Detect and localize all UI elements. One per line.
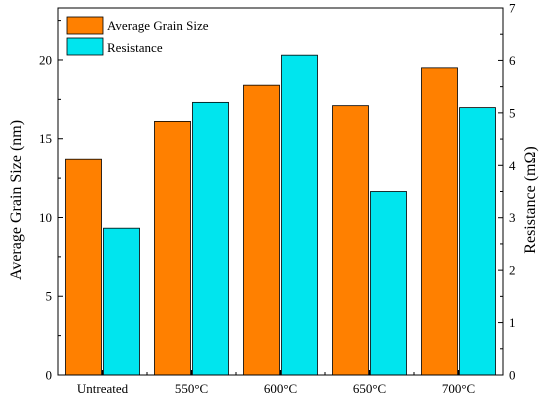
legend-label-resistance: Resistance	[107, 40, 163, 55]
bar-resistance-4	[459, 107, 496, 376]
left-tick-label-2: 10	[39, 210, 52, 225]
x-tick-label-1: 550°C	[175, 381, 208, 396]
left-axis-title: Average Grain Size (nm)	[8, 120, 25, 280]
x-tick-label-0: Untreated	[77, 381, 129, 396]
right-axis-title: Resistance (mΩ)	[522, 146, 539, 253]
left-tick-label-4: 20	[39, 52, 52, 67]
bar-grain-size-1	[154, 121, 191, 376]
left-tick-label-0: 0	[46, 368, 53, 383]
bar-grain-size-3	[332, 105, 369, 376]
legend-label-average-grain-size: Average Grain Size	[107, 18, 209, 33]
right-ticks-group: 0 1 2 3 4 5 6 7	[498, 1, 516, 383]
right-tick-label-6: 6	[509, 53, 516, 68]
left-ticks-group: 0 5 10 15 20	[39, 20, 63, 383]
bar-grain-size-2	[243, 84, 280, 376]
right-tick-label-7: 7	[509, 1, 516, 16]
x-tick-label-4: 700°C	[442, 381, 475, 396]
x-tick-label-2: 600°C	[264, 381, 297, 396]
bar-resistance-3	[370, 191, 407, 376]
bar-resistance-2	[281, 54, 318, 376]
right-tick-label-3: 3	[509, 210, 516, 225]
bar-resistance-1	[192, 101, 229, 376]
bar-grain-size-0	[65, 158, 102, 376]
right-tick-label-2: 2	[509, 263, 516, 278]
left-tick-label-3: 15	[39, 131, 52, 146]
left-tick-label-1: 5	[46, 289, 53, 304]
legend: Average Grain Size Resistance	[66, 16, 209, 56]
right-tick-label-5: 5	[509, 105, 516, 120]
bars-group	[65, 54, 496, 376]
bar-grain-size-4	[421, 67, 458, 376]
x-tick-label-3: 650°C	[353, 381, 386, 396]
right-tick-label-1: 1	[509, 315, 516, 330]
bar-resistance-0	[103, 227, 140, 376]
legend-swatch-resistance	[66, 37, 104, 56]
right-tick-label-4: 4	[509, 158, 516, 173]
x-ticks-group: Untreated 550°C 600°C 650°C 700°C	[77, 370, 475, 396]
legend-swatch-average-grain-size	[66, 16, 104, 35]
right-tick-label-0: 0	[509, 368, 516, 383]
